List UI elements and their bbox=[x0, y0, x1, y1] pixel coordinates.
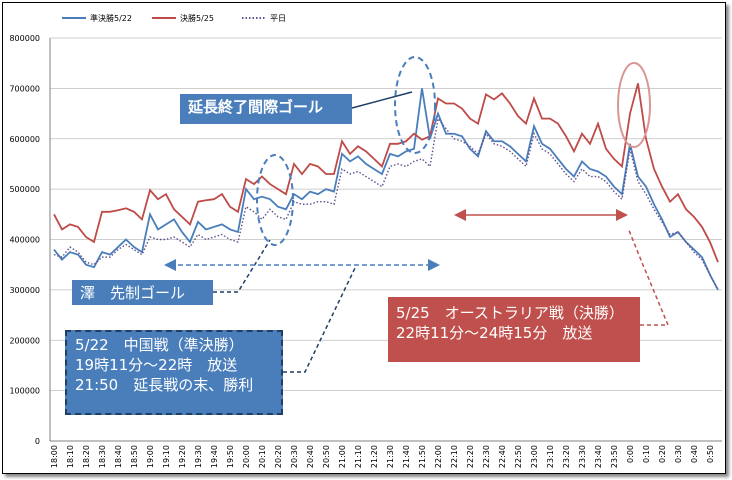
annotation: 澤 先制ゴール bbox=[72, 280, 213, 305]
series-line bbox=[53, 83, 719, 263]
x-tick-label: 21:10 bbox=[354, 445, 363, 468]
x-tick-label: 22:00 bbox=[434, 445, 443, 468]
annotation: 5/25 オーストラリア戦（決勝） bbox=[396, 304, 624, 322]
x-tick-label: 22:30 bbox=[482, 445, 491, 468]
x-tick-label: 23:30 bbox=[578, 445, 587, 468]
x-tick-label: 18:50 bbox=[130, 445, 139, 468]
x-tick-label: 0:50 bbox=[706, 445, 715, 463]
annotation: 21:50 延長戦の末、勝利 bbox=[75, 376, 254, 394]
y-tick-label: 500000 bbox=[9, 185, 40, 194]
x-tick-label: 21:30 bbox=[386, 445, 395, 468]
x-tick-label: 21:00 bbox=[338, 445, 347, 468]
x-tick-label: 0:40 bbox=[690, 445, 699, 463]
x-tick-label: 0:20 bbox=[658, 445, 667, 463]
y-tick-label: 300000 bbox=[9, 286, 40, 295]
x-tick-label: 20:40 bbox=[306, 445, 315, 468]
x-tick-label: 19:30 bbox=[194, 445, 203, 468]
x-tick-label: 20:10 bbox=[258, 445, 267, 468]
x-tick-label: 20:30 bbox=[290, 445, 299, 468]
x-tick-label: 23:10 bbox=[546, 445, 555, 468]
y-tick-label: 0 bbox=[35, 437, 40, 446]
x-tick-label: 19:40 bbox=[210, 445, 219, 468]
legend-label: 決勝5/25 bbox=[180, 13, 214, 23]
x-tick-label: 23:40 bbox=[594, 445, 603, 468]
x-tick-label: 18:10 bbox=[66, 445, 75, 468]
x-tick-label: 22:50 bbox=[514, 445, 523, 468]
x-tick-label: 18:40 bbox=[114, 445, 123, 468]
annotation: 5/22 中国戦（準決勝） bbox=[75, 336, 244, 354]
annotation-box: 5/25 オーストラリア戦（決勝） 22時11分～24時15分 放送 bbox=[388, 297, 640, 362]
annotation: 22時11分～24時15分 放送 bbox=[396, 324, 593, 342]
series-line bbox=[53, 116, 719, 291]
annotation: 延長終了間際ゴール bbox=[180, 94, 352, 124]
x-tick-label: 23:50 bbox=[610, 445, 619, 468]
y-tick-label: 600000 bbox=[9, 135, 40, 144]
x-tick-label: 19:00 bbox=[146, 445, 155, 468]
x-tick-label: 18:00 bbox=[50, 445, 59, 468]
x-tick-label: 21:20 bbox=[370, 445, 379, 468]
annotation: 19時11分～22時 放送 bbox=[75, 356, 238, 374]
x-tick-label: 23:20 bbox=[562, 445, 571, 468]
y-tick-label: 800000 bbox=[9, 34, 40, 43]
x-tick-label: 21:50 bbox=[418, 445, 427, 468]
x-tick-label: 20:00 bbox=[242, 445, 251, 468]
legend-label: 平日 bbox=[270, 14, 286, 23]
x-tick-label: 19:20 bbox=[178, 445, 187, 468]
x-tick-label: 22:40 bbox=[498, 445, 507, 468]
x-tick-label: 20:50 bbox=[322, 445, 331, 468]
x-tick-label: 20:20 bbox=[274, 445, 283, 468]
x-tick-label: 19:10 bbox=[162, 445, 171, 468]
x-tick-label: 18:30 bbox=[98, 445, 107, 468]
x-tick-label: 21:40 bbox=[402, 445, 411, 468]
y-tick-label: 700000 bbox=[9, 84, 40, 93]
x-tick-label: 0:10 bbox=[642, 445, 651, 463]
x-tick-label: 18:20 bbox=[82, 445, 91, 468]
x-tick-label: 0:00 bbox=[626, 445, 635, 463]
annotation-box: 5/22 中国戦（準決勝） 19時11分～22時 放送 21:50 延長戦の末、… bbox=[65, 330, 283, 415]
x-tick-label: 23:00 bbox=[530, 445, 539, 468]
x-tick-label: 0:30 bbox=[674, 445, 683, 463]
series-line bbox=[53, 88, 719, 291]
x-tick-label: 19:50 bbox=[226, 445, 235, 468]
y-tick-label: 100000 bbox=[9, 387, 40, 396]
legend-label: 準決勝5/22 bbox=[90, 13, 132, 23]
y-tick-label: 400000 bbox=[9, 236, 40, 245]
x-tick-label: 22:10 bbox=[450, 445, 459, 468]
y-tick-label: 200000 bbox=[9, 336, 40, 345]
x-tick-label: 22:20 bbox=[466, 445, 475, 468]
